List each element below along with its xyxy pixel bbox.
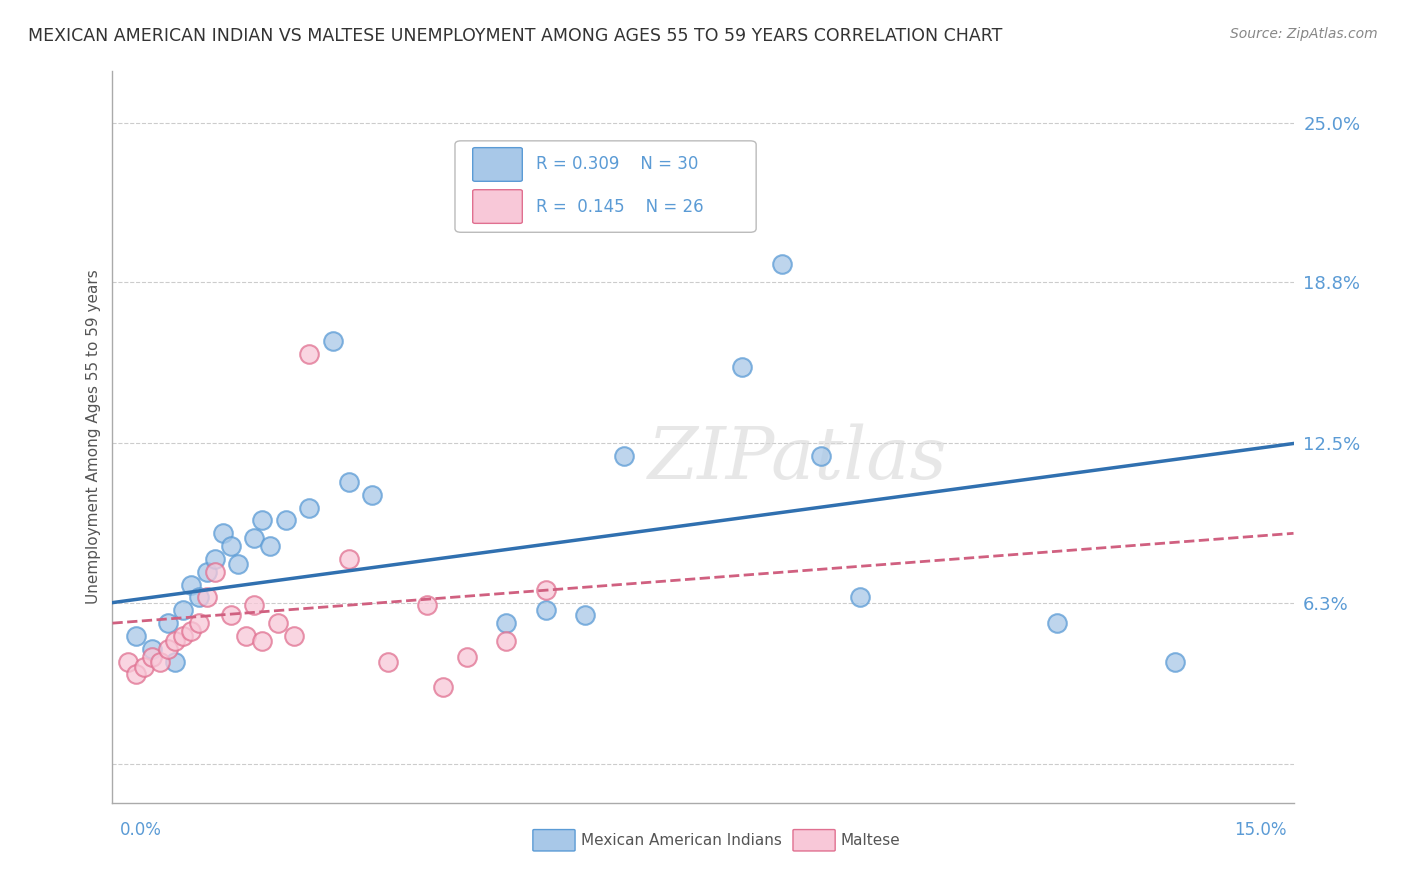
- FancyBboxPatch shape: [472, 148, 522, 181]
- Point: [250, 634, 273, 648]
- Point: [574, 608, 596, 623]
- Point: [534, 603, 557, 617]
- Point: [243, 532, 266, 546]
- Text: ZIPatlas: ZIPatlas: [648, 424, 948, 494]
- Point: [156, 616, 179, 631]
- Point: [204, 565, 226, 579]
- Text: Mexican American Indians: Mexican American Indians: [581, 833, 782, 847]
- Point: [132, 660, 155, 674]
- Point: [731, 359, 754, 374]
- Point: [195, 565, 218, 579]
- Point: [298, 346, 321, 360]
- Point: [1046, 616, 1069, 631]
- Text: 0.0%: 0.0%: [120, 821, 162, 838]
- Point: [204, 552, 226, 566]
- Point: [810, 450, 832, 464]
- Point: [165, 634, 187, 648]
- Point: [117, 655, 139, 669]
- Point: [228, 557, 250, 571]
- Point: [172, 629, 194, 643]
- Point: [172, 603, 194, 617]
- Point: [267, 616, 290, 631]
- Y-axis label: Unemployment Among Ages 55 to 59 years: Unemployment Among Ages 55 to 59 years: [86, 269, 101, 605]
- Point: [125, 629, 148, 643]
- Point: [188, 616, 211, 631]
- Text: Source: ZipAtlas.com: Source: ZipAtlas.com: [1230, 27, 1378, 41]
- Point: [377, 655, 399, 669]
- Point: [180, 577, 202, 591]
- Text: Maltese: Maltese: [841, 833, 900, 847]
- Point: [211, 526, 233, 541]
- Point: [849, 591, 872, 605]
- Point: [156, 641, 179, 656]
- Point: [416, 598, 439, 612]
- Point: [298, 500, 321, 515]
- Point: [534, 582, 557, 597]
- Text: MEXICAN AMERICAN INDIAN VS MALTESE UNEMPLOYMENT AMONG AGES 55 TO 59 YEARS CORREL: MEXICAN AMERICAN INDIAN VS MALTESE UNEMP…: [28, 27, 1002, 45]
- Point: [322, 334, 344, 348]
- Point: [195, 591, 218, 605]
- Point: [770, 257, 793, 271]
- Point: [180, 624, 202, 638]
- Point: [1164, 655, 1187, 669]
- Text: 15.0%: 15.0%: [1234, 821, 1286, 838]
- Point: [283, 629, 305, 643]
- Text: R =  0.145    N = 26: R = 0.145 N = 26: [537, 197, 704, 216]
- Point: [337, 552, 360, 566]
- Point: [274, 514, 297, 528]
- Point: [219, 539, 242, 553]
- Point: [495, 634, 517, 648]
- Point: [141, 641, 163, 656]
- Point: [432, 681, 454, 695]
- Point: [125, 667, 148, 681]
- Point: [250, 514, 273, 528]
- Text: R = 0.309    N = 30: R = 0.309 N = 30: [537, 155, 699, 173]
- Point: [337, 475, 360, 489]
- Point: [149, 655, 172, 669]
- FancyBboxPatch shape: [456, 141, 756, 232]
- FancyBboxPatch shape: [472, 190, 522, 223]
- Point: [219, 608, 242, 623]
- Point: [495, 616, 517, 631]
- Point: [141, 649, 163, 664]
- Point: [361, 488, 384, 502]
- Point: [188, 591, 211, 605]
- Point: [259, 539, 281, 553]
- Point: [613, 450, 636, 464]
- Point: [235, 629, 257, 643]
- Point: [243, 598, 266, 612]
- Point: [456, 649, 478, 664]
- Point: [165, 655, 187, 669]
